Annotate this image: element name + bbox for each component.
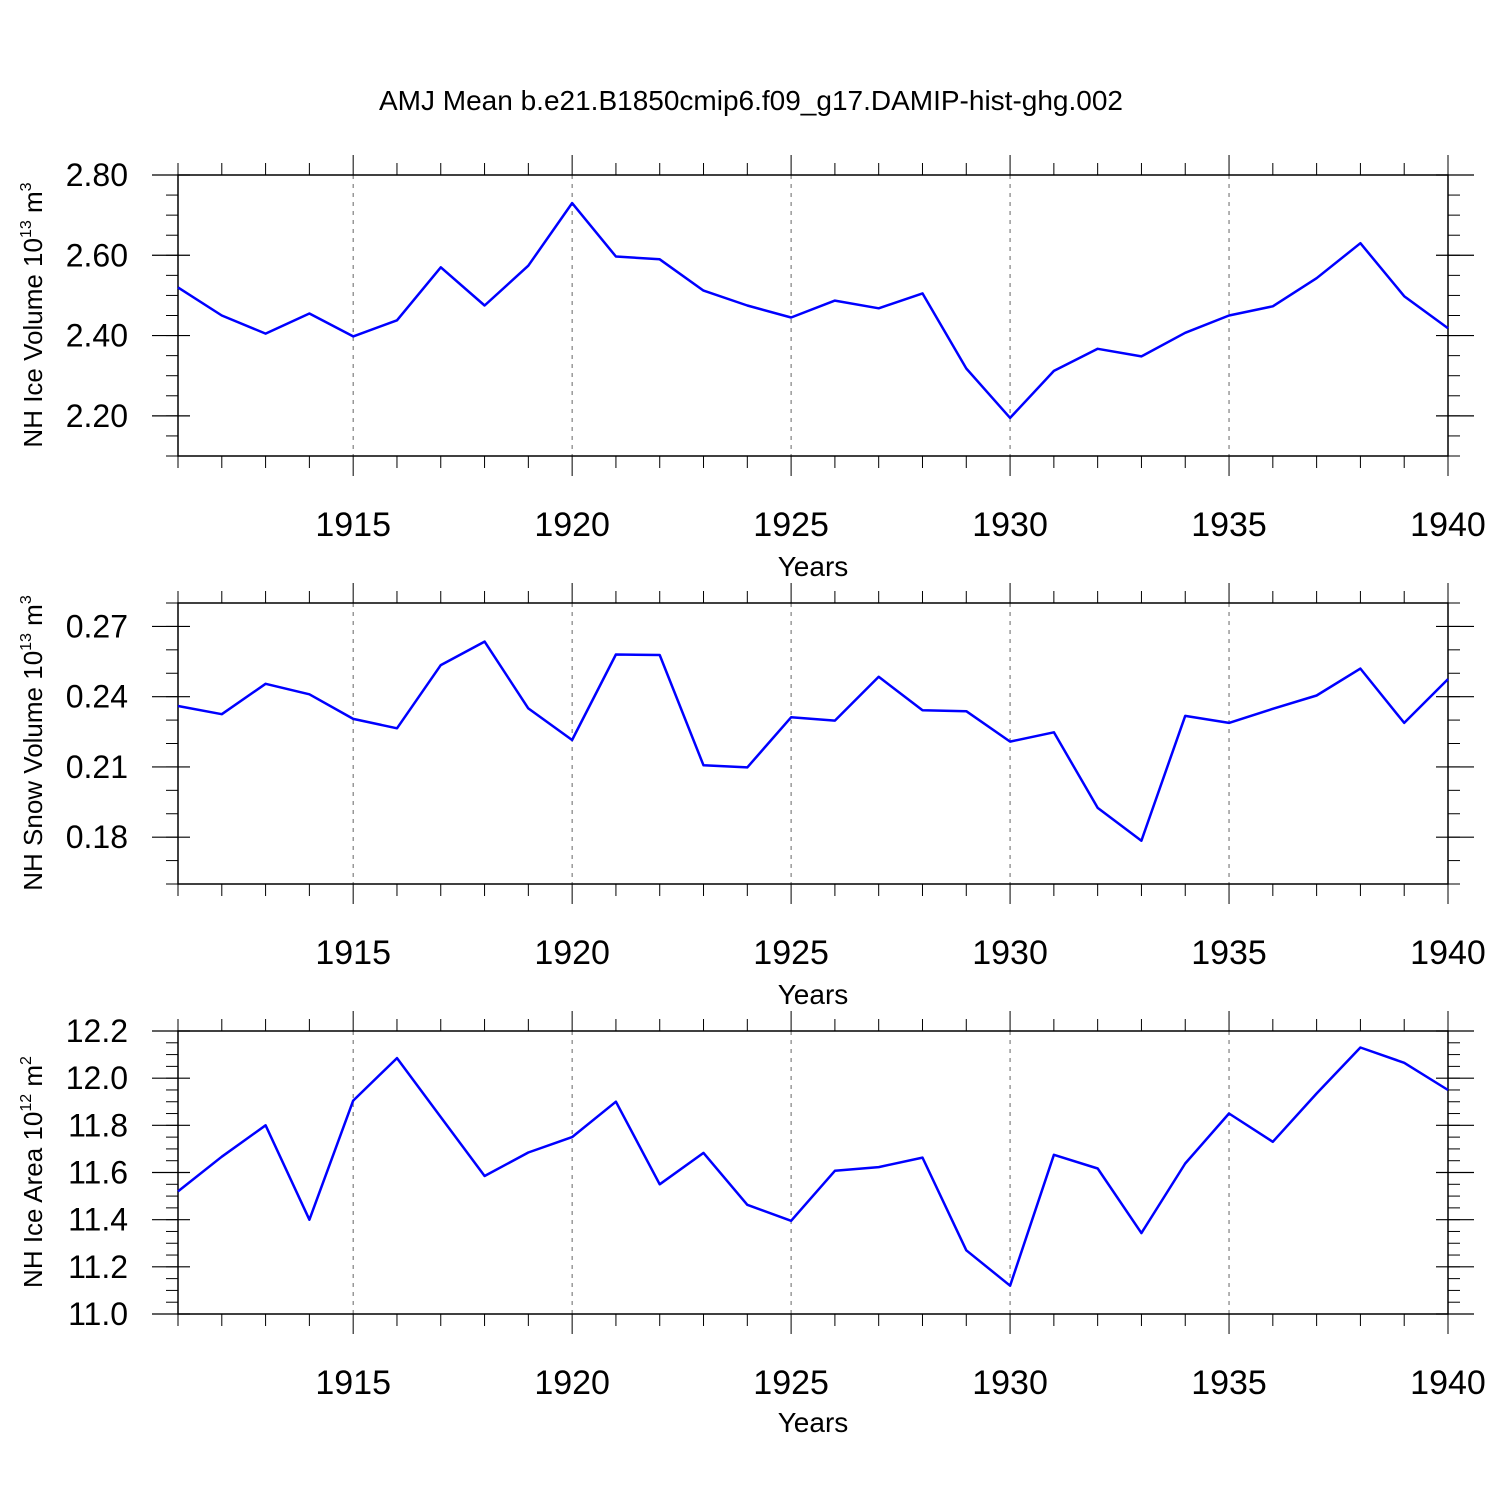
y-axis-label-unit: m	[18, 191, 48, 220]
y-axis-label: NH Ice Volume 1013 m3	[18, 182, 48, 447]
y-axis-label-main: NH Snow Volume 10	[18, 651, 48, 891]
y-tick-label: 2.20	[66, 398, 128, 434]
y-axis-label-exponent: 13	[18, 220, 35, 238]
y-axis-label: NH Snow Volume 1013 m3	[18, 595, 48, 891]
x-tick-label: 1930	[972, 1364, 1048, 1402]
x-axis-label: Years	[778, 1407, 849, 1438]
x-tick-label: 1925	[753, 1364, 829, 1402]
y-axis-label-exponent: 13	[18, 633, 35, 651]
y-tick-label: 2.60	[66, 237, 128, 273]
y-axis-label-main: NH Ice Area 10	[18, 1112, 48, 1288]
y-axis-label-unit-exponent: 3	[18, 182, 35, 191]
x-tick-label: 1915	[315, 506, 391, 544]
y-tick-label: 0.18	[66, 819, 128, 855]
x-tick-label: 1915	[315, 1364, 391, 1402]
y-axis-label-unit: m	[18, 1065, 48, 1094]
y-axis-label-exponent: 12	[18, 1094, 35, 1112]
y-tick-label: 11.6	[68, 1155, 128, 1191]
x-tick-label: 1935	[1191, 506, 1267, 544]
panel-ice-area: 11.0 11.2 11.4 11.6 11.8 12.0 12.2 1915 1920 192…	[18, 1011, 1486, 1438]
y-tick-label: 0.24	[66, 679, 128, 715]
y-axis-label: NH Ice Area 1012 m2	[18, 1056, 48, 1288]
x-tick-label: 1935	[1191, 934, 1267, 972]
series-line-ice-volume	[177, 201, 1449, 420]
plot-frame-ice-volume	[177, 174, 1449, 457]
y-tick-label: 11.0	[68, 1296, 128, 1332]
y-tick-label: 12.0	[66, 1060, 128, 1096]
x-tick-label: 1940	[1410, 506, 1486, 544]
y-tick-label: 2.80	[66, 157, 128, 193]
y-axis-label-unit-exponent: 2	[18, 1056, 35, 1065]
panel-ice-volume: 2.20 2.40 2.60 2.80 1915 1920 1925 1930 1935 194…	[18, 155, 1486, 582]
series-line-ice-area	[177, 1046, 1449, 1287]
y-tick-label: 11.4	[68, 1202, 128, 1238]
x-tick-label: 1940	[1410, 934, 1486, 972]
series-line-snow-volume	[177, 640, 1449, 842]
x-tick-label: 1935	[1191, 1364, 1267, 1402]
x-tick-label: 1925	[753, 506, 829, 544]
x-tick-label: 1920	[534, 1364, 610, 1402]
y-axis-label-unit: m	[18, 604, 48, 633]
y-tick-label: 11.8	[68, 1107, 128, 1143]
x-tick-label: 1930	[972, 506, 1048, 544]
x-tick-label: 1920	[534, 506, 610, 544]
x-tick-label: 1915	[315, 934, 391, 972]
y-tick-label: 0.21	[66, 749, 128, 785]
y-axis-label-main: NH Ice Volume 10	[18, 238, 48, 448]
y-tick-label: 0.27	[66, 608, 128, 644]
plot-frame-snow-volume	[177, 602, 1449, 885]
x-tick-label: 1940	[1410, 1364, 1486, 1402]
plot-frame-ice-area	[177, 1030, 1449, 1315]
x-axis-label: Years	[778, 979, 849, 1010]
x-tick-label: 1925	[753, 934, 829, 972]
x-axis-label: Years	[778, 551, 849, 582]
figure-title: AMJ Mean b.e21.B1850cmip6.f09_g17.DAMIP-…	[379, 85, 1123, 116]
y-axis-label-unit-exponent: 3	[18, 595, 35, 604]
y-tick-label: 11.2	[68, 1249, 128, 1285]
x-tick-label: 1930	[972, 934, 1048, 972]
panel-snow-volume: 0.18 0.21 0.24 0.27 1915 1920 1925 1930 1935 194…	[18, 583, 1486, 1010]
x-tick-label: 1920	[534, 934, 610, 972]
y-tick-label: 12.2	[66, 1013, 128, 1049]
y-tick-label: 2.40	[66, 318, 128, 354]
